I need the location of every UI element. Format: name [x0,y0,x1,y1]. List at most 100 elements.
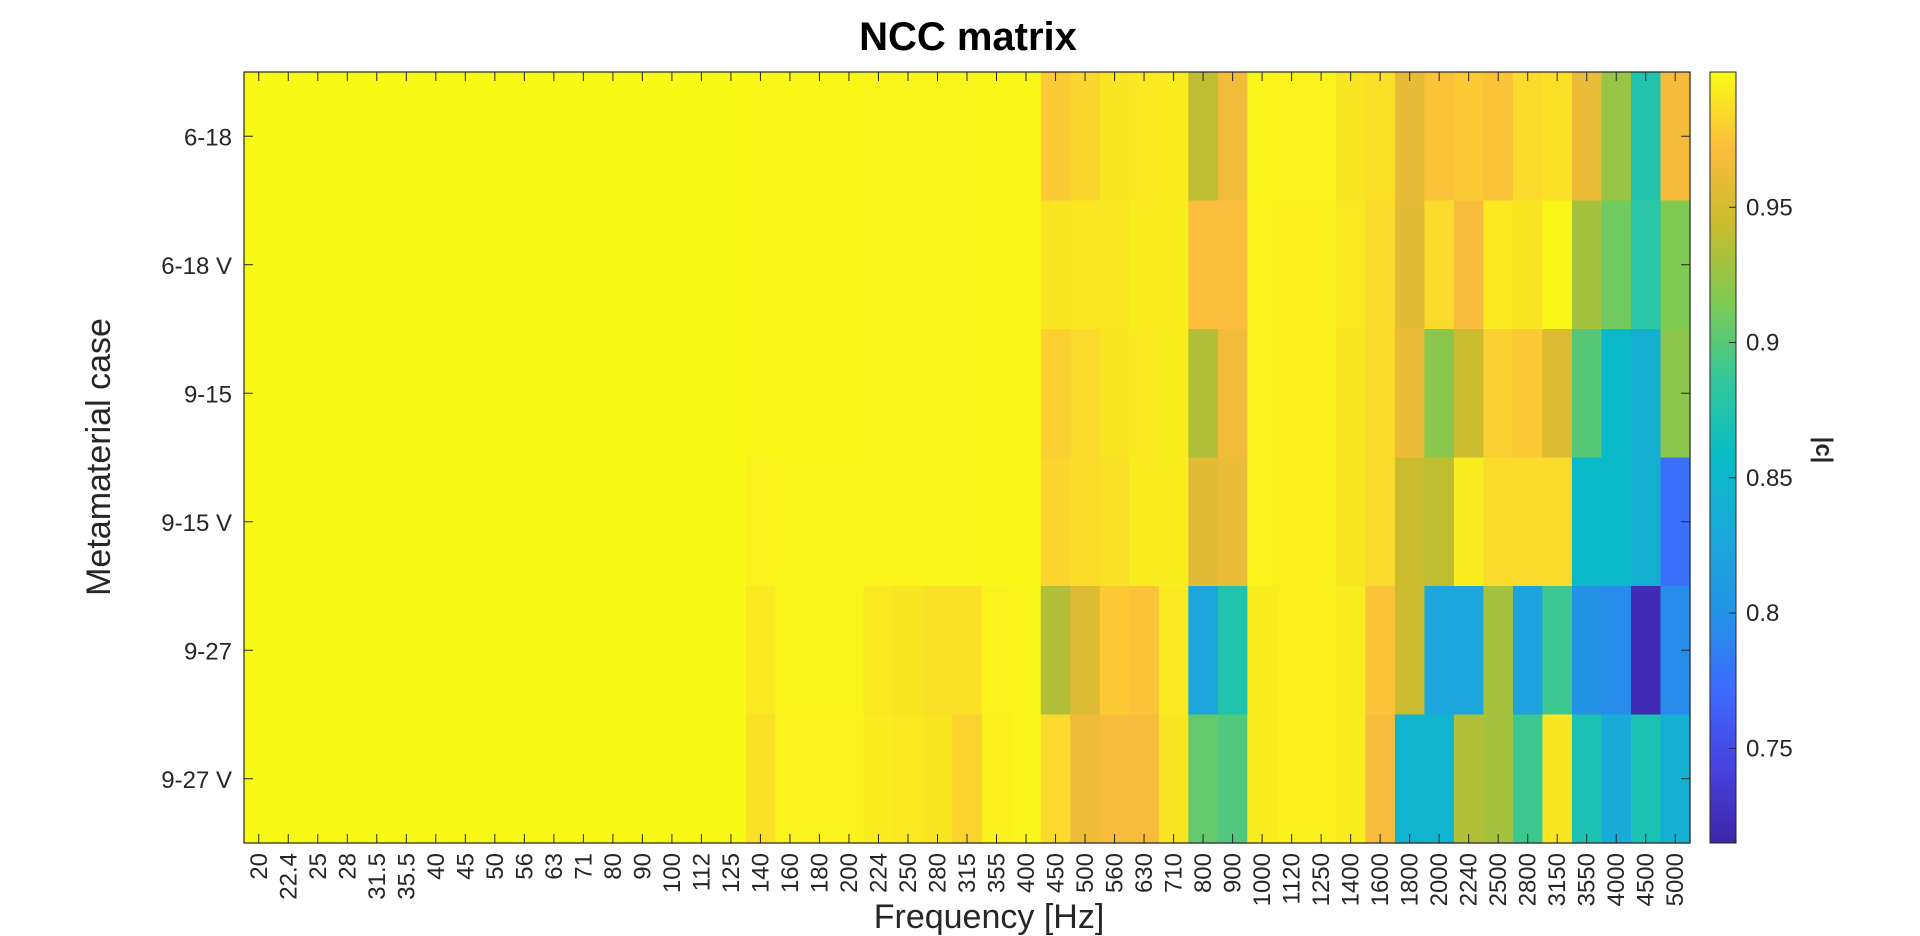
heatmap-cell [568,72,599,202]
heatmap-cell [952,72,983,202]
heatmap-cell [657,586,688,716]
heatmap-cell [952,586,983,716]
heatmap-cell [1217,457,1248,587]
x-tick-label: 500 [1072,853,1099,893]
heatmap-cell [775,586,806,716]
x-tick-label: 710 [1161,853,1188,893]
heatmap-cell [303,72,334,202]
heatmap-cell [981,586,1012,716]
heatmap-cell [1306,714,1337,844]
heatmap-cell [1129,714,1160,844]
y-axis-label: Metamaterial case [80,318,118,596]
heatmap-cell [568,586,599,716]
heatmap-cell [775,457,806,587]
heatmap-cell [1070,714,1101,844]
x-tick-label: 45 [452,853,479,880]
x-tick-label: 250 [895,853,922,893]
heatmap-cell [1306,200,1337,330]
heatmap-cell [598,714,629,844]
heatmap-cell [450,457,481,587]
y-tick-label: 6-18 [184,124,232,151]
y-tick-label: 6-18 V [161,253,232,280]
heatmap-cell [1365,72,1396,202]
x-tick-label: 125 [718,853,745,893]
colorbar-tick-label: 0.9 [1746,330,1779,357]
x-tick-label: 140 [747,853,774,893]
heatmap-cell [421,200,452,330]
colorbar-gradient [1709,71,1737,844]
heatmap-cell [1453,200,1485,330]
heatmap-cell [1188,72,1219,202]
heatmap-cell [657,72,688,202]
heatmap-cell [893,329,924,459]
heatmap-cell [686,329,717,459]
heatmap-cell [1070,329,1101,459]
heatmap-cell [657,200,688,330]
heatmap-cell [1453,586,1485,716]
heatmap-cell [893,72,924,202]
heatmap-cell [273,329,304,459]
x-tick-label: 25 [305,853,332,880]
heatmap-cell [1365,457,1396,587]
heatmap-cell [627,329,658,459]
x-axis-label: Frequency [Hz] [874,898,1105,936]
heatmap-cell [1483,329,1514,459]
heatmap-cell [1099,714,1130,844]
heatmap-cell [627,457,658,587]
heatmap-cell [1630,329,1662,459]
heatmap-cell [1512,72,1544,202]
heatmap-cell [922,329,953,459]
heatmap-cell [1217,72,1248,202]
heatmap-cell [804,586,835,716]
heatmap-cell [804,329,835,459]
heatmap-cell [627,714,658,844]
heatmap-cell [1571,714,1603,844]
x-tick-label: 280 [924,853,951,893]
heatmap-cell [332,457,363,587]
heatmap-cell [1276,586,1307,716]
heatmap-cell [1601,457,1632,587]
heatmap-cell [1483,714,1514,844]
heatmap-cell [480,200,511,330]
x-tick-label: 400 [1013,853,1040,893]
heatmap-cell [1099,329,1130,459]
heatmap-cell [1099,200,1130,330]
heatmap-cell [686,714,717,844]
heatmap-cell [716,714,747,844]
heatmap-cell [834,200,865,330]
heatmap-cell [1040,329,1071,459]
heatmap-cell [804,200,835,330]
heatmap-cell [303,457,334,587]
heatmap-cell [509,329,540,459]
heatmap-cell [332,200,363,330]
heatmap-cell [1512,200,1544,330]
heatmap-cell [922,200,953,330]
x-tick-label: 315 [954,853,981,893]
heatmap-cell [1453,714,1485,844]
heatmap-cell [1424,200,1455,330]
heatmap-cell [775,714,806,844]
heatmap-cell [834,457,865,587]
heatmap-cell [1335,457,1366,587]
heatmap-cell [686,200,717,330]
x-tick-label: 180 [806,853,833,893]
x-tick-label: 20 [246,853,273,880]
x-tick-label: 2500 [1485,853,1512,906]
heatmap-cell [1099,586,1130,716]
x-tick-label: 28 [334,853,361,880]
heatmap-cell [1542,72,1573,202]
heatmap-cell [1394,714,1426,844]
heatmap-cell [1070,586,1101,716]
heatmap-cell [1630,714,1662,844]
heatmap-cell [1424,72,1455,202]
x-tick-label: 3550 [1574,853,1601,906]
heatmap-cell [598,200,629,330]
heatmap-cell [391,329,422,459]
x-tick-label: 1250 [1308,853,1335,906]
heatmap-cell [362,200,393,330]
heatmap-cell [834,329,865,459]
heatmap-cell [716,329,747,459]
x-tick-label: 2800 [1515,853,1542,906]
heatmap-cell [922,714,953,844]
heatmap-cell [1542,586,1573,716]
